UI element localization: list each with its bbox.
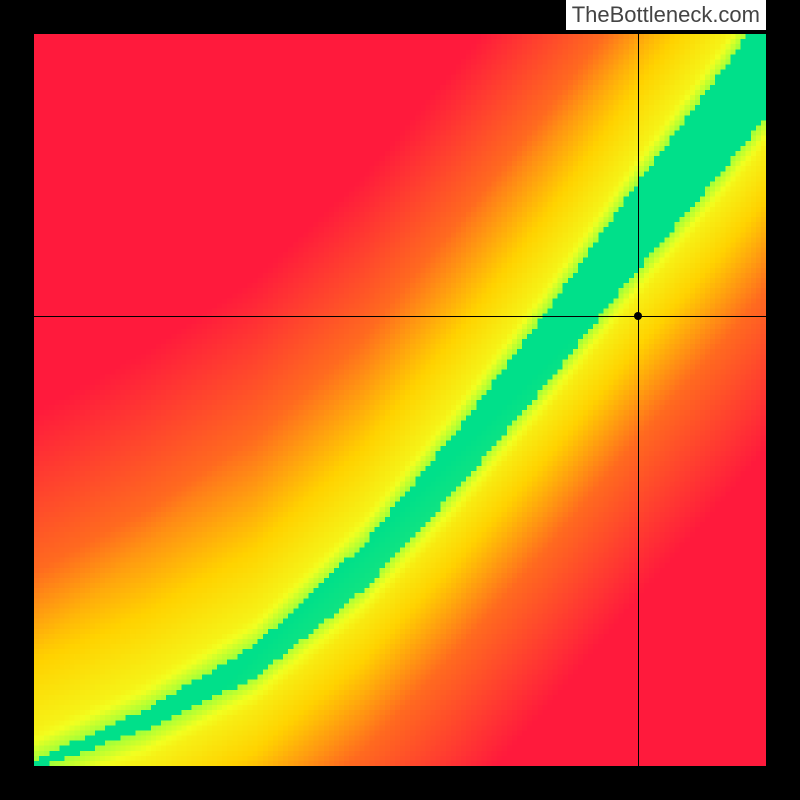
bottleneck-heatmap [34, 34, 766, 766]
selection-marker [634, 312, 642, 320]
watermark-label: TheBottleneck.com [566, 0, 766, 30]
crosshair-vertical [638, 34, 639, 766]
heatmap-canvas [34, 34, 766, 766]
crosshair-horizontal [34, 316, 766, 317]
